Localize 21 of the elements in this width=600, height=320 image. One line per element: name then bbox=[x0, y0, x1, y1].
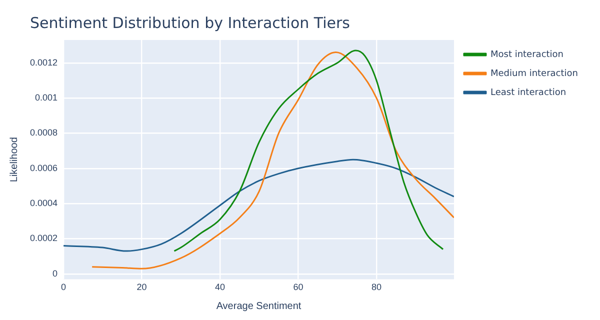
y-tick-label: 0 bbox=[52, 268, 58, 278]
x-tick-label: 80 bbox=[372, 282, 382, 292]
line-series bbox=[64, 158, 454, 252]
legend-label: Most interaction bbox=[490, 50, 564, 60]
y-axis-title: Likelihood bbox=[8, 137, 20, 182]
y-tick-label: 0.0006 bbox=[30, 162, 58, 173]
legend-label: Medium interaction bbox=[490, 68, 578, 79]
y-tick-label: 0.0002 bbox=[30, 233, 58, 244]
y-tick-label: 0.0012 bbox=[30, 57, 58, 68]
line-series bbox=[173, 50, 444, 252]
y-tick-label: 0.001 bbox=[34, 92, 58, 103]
x-tick-label: 40 bbox=[215, 282, 226, 292]
legend-label: Least interaction bbox=[490, 88, 566, 98]
line-series bbox=[91, 52, 454, 270]
x-axis-title: Average Sentiment bbox=[216, 300, 302, 312]
x-tick-label: 0 bbox=[61, 282, 66, 292]
chart-title: Sentiment Distribution by Interaction Tiers bbox=[30, 14, 350, 32]
y-tick-label: 0.0008 bbox=[30, 128, 58, 138]
x-tick-label: 20 bbox=[136, 282, 147, 292]
x-tick-label: 60 bbox=[293, 282, 304, 292]
y-tick-label: 0.0004 bbox=[30, 198, 58, 208]
